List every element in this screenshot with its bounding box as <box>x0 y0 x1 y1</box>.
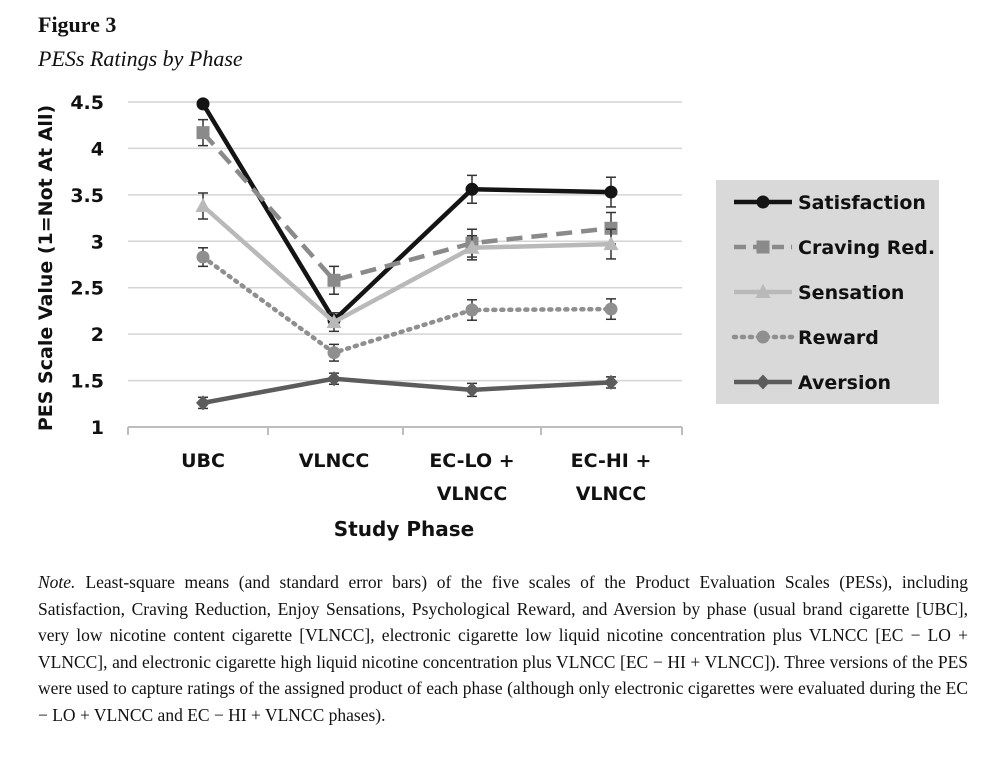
legend-reward-label: Reward <box>798 327 879 349</box>
y-tick-label: 3 <box>91 231 104 253</box>
reward-data-point <box>327 346 341 360</box>
aversion-series-line <box>202 376 612 406</box>
craving-red-data-point <box>196 126 210 140</box>
y-tick-label: 2.5 <box>70 278 104 300</box>
legend-satisfaction-label: Satisfaction <box>798 192 926 214</box>
x-tick-label: EC-LO + <box>429 450 514 472</box>
satisfaction-series-line <box>201 102 612 323</box>
x-tick-label: VLNCC <box>299 450 370 472</box>
y-tick-label: 1.5 <box>70 371 104 393</box>
x-tick-label: UBC <box>181 450 225 472</box>
reward-series-line <box>200 254 614 355</box>
note-label: Note. <box>38 572 76 592</box>
legend-sensation-label: Sensation <box>798 282 904 304</box>
pes-line-chart: 1 1.5 2 2.5 3 3.5 4 4.5 UBC VLNCC EC-LO + VLNCC EC-H… <box>35 92 939 541</box>
figure-label: Figure 3 <box>38 12 117 37</box>
craving-red-data-point <box>604 221 618 235</box>
craving-red-series-line <box>201 131 612 283</box>
figure-note: Note. Least-square means (and standard er… <box>38 569 968 728</box>
legend-aversion-label: Aversion <box>798 372 891 394</box>
x-tick-label: VLNCC <box>576 483 647 505</box>
y-axis-title: PES Scale Value (1=Not At All) <box>35 105 57 431</box>
reward-data-point <box>465 303 479 317</box>
satisfaction-data-point <box>196 97 210 111</box>
aversion-data-point <box>604 374 618 390</box>
legend-satisfaction-marker <box>756 195 770 209</box>
sensation-data-point <box>603 236 619 251</box>
y-tick-label: 4.5 <box>70 92 104 114</box>
y-tick-label: 2 <box>91 324 104 346</box>
y-tick-label: 3.5 <box>70 185 104 207</box>
reward-data-point <box>196 250 210 264</box>
y-tick-label: 4 <box>91 138 104 160</box>
y-tick-label: 1 <box>91 417 104 439</box>
sensation-series-line <box>201 204 612 325</box>
legend-craving-red-label: Craving Red. <box>798 237 935 259</box>
legend-aversion-marker <box>756 374 770 390</box>
figure-subtitle: PESs Ratings by Phase <box>38 46 243 71</box>
aversion-data-point <box>196 395 210 411</box>
x-tick-label: EC-HI + <box>571 450 652 472</box>
x-tick-label: VLNCC <box>437 483 508 505</box>
sensation-data-point <box>195 198 211 212</box>
aversion-data-point <box>327 371 341 387</box>
sensation-data-point <box>326 314 342 329</box>
craving-red-data-point <box>327 273 341 287</box>
reward-data-point <box>604 302 618 316</box>
legend-craving-red-marker <box>756 240 770 254</box>
note-text: Least-square means (and standard error b… <box>38 572 968 725</box>
satisfaction-data-point <box>465 182 479 196</box>
sensation-data-point <box>464 239 480 254</box>
satisfaction-data-point <box>604 185 618 199</box>
x-axis-title: Study Phase <box>334 517 474 541</box>
legend-sensation-marker <box>755 284 771 298</box>
legend-reward-marker <box>756 330 770 344</box>
aversion-data-point <box>465 382 479 398</box>
